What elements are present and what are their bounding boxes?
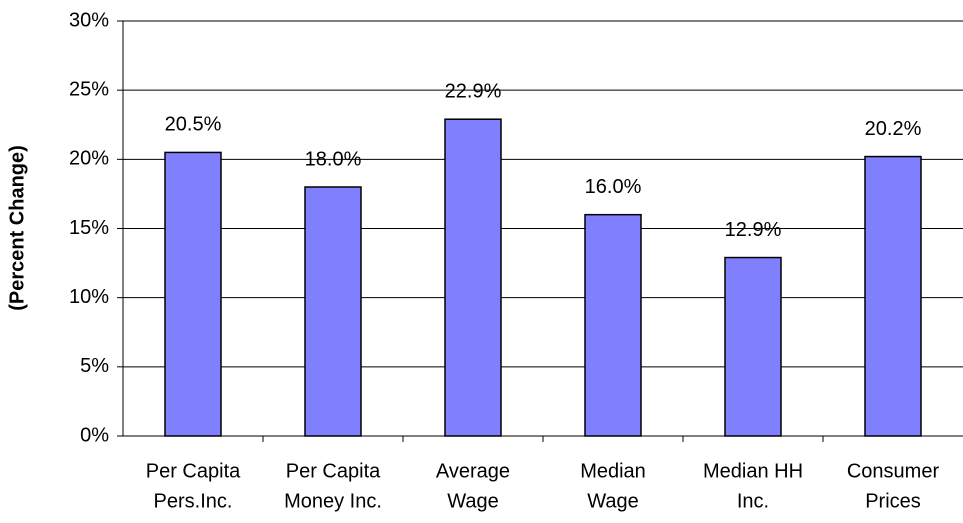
bar (304, 186, 362, 437)
x-tick-label: Wage (587, 490, 639, 512)
value-label: 20.5% (165, 114, 222, 136)
y-tick-label: 10% (69, 286, 109, 308)
x-tick-label: Money Inc. (284, 490, 382, 512)
value-label: 22.9% (445, 80, 502, 102)
y-tick-label: 0% (80, 424, 109, 446)
y-tick-label: 15% (69, 217, 109, 239)
y-axis-title: (Percent Change) (6, 145, 28, 311)
bar (864, 155, 922, 437)
bar (164, 151, 222, 437)
x-tick-label: Per Capita (286, 460, 381, 482)
value-label: 12.9% (725, 219, 782, 241)
bar (584, 213, 642, 437)
bar (444, 118, 502, 437)
x-tick-label: Wage (447, 490, 499, 512)
y-tick-label: 5% (80, 355, 109, 377)
value-label: 16.0% (585, 176, 642, 198)
y-tick-label: 25% (69, 78, 109, 100)
value-label: 20.2% (865, 118, 922, 140)
x-tick-label: Inc. (737, 490, 769, 512)
x-tick-label: Median HH (703, 460, 803, 482)
x-tick-label: Consumer (847, 460, 940, 482)
bar (724, 256, 782, 437)
x-tick-label: Prices (865, 490, 921, 512)
x-tick-label: Average (436, 460, 510, 482)
x-tick-label: Median (580, 460, 646, 482)
y-tick-label: 30% (69, 9, 109, 31)
x-tick-label: Pers.Inc. (154, 490, 233, 512)
x-tick-label: Per Capita (146, 460, 241, 482)
value-label: 18.0% (305, 148, 362, 170)
y-tick-label: 20% (69, 148, 109, 170)
